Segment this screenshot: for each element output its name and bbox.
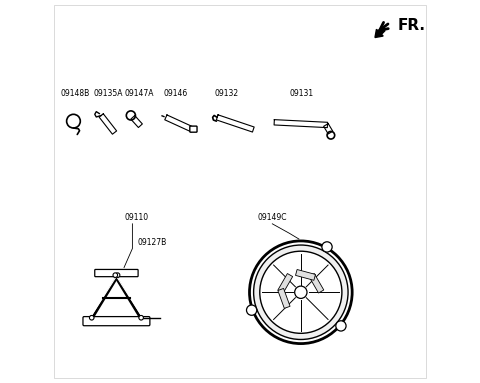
Text: FR.: FR. xyxy=(398,18,426,33)
Circle shape xyxy=(253,245,348,339)
Circle shape xyxy=(115,273,120,277)
Text: 09147A: 09147A xyxy=(124,89,154,98)
FancyBboxPatch shape xyxy=(83,317,150,326)
Text: 09135A: 09135A xyxy=(94,89,123,98)
Circle shape xyxy=(139,316,144,320)
Text: 09110: 09110 xyxy=(124,213,148,222)
Bar xyxy=(278,273,293,293)
FancyBboxPatch shape xyxy=(190,126,197,132)
Polygon shape xyxy=(324,124,333,134)
Text: 09132: 09132 xyxy=(215,89,239,98)
Polygon shape xyxy=(131,116,143,128)
Circle shape xyxy=(336,321,346,331)
Polygon shape xyxy=(216,115,254,132)
Text: 09148B: 09148B xyxy=(60,89,90,98)
Text: 09149C: 09149C xyxy=(258,213,288,222)
Text: 09146: 09146 xyxy=(164,89,188,98)
Polygon shape xyxy=(99,114,117,134)
Bar xyxy=(278,288,290,308)
Circle shape xyxy=(247,305,257,315)
Text: 09131: 09131 xyxy=(289,89,313,98)
Polygon shape xyxy=(165,115,193,132)
Text: 09127B: 09127B xyxy=(137,237,167,247)
Circle shape xyxy=(89,316,94,320)
Circle shape xyxy=(260,251,342,333)
Polygon shape xyxy=(274,119,327,128)
Bar xyxy=(309,273,324,293)
FancyBboxPatch shape xyxy=(95,270,138,277)
Circle shape xyxy=(322,242,332,252)
Circle shape xyxy=(113,273,118,277)
Bar xyxy=(296,270,315,280)
FancyArrow shape xyxy=(375,28,385,38)
Circle shape xyxy=(295,286,307,298)
